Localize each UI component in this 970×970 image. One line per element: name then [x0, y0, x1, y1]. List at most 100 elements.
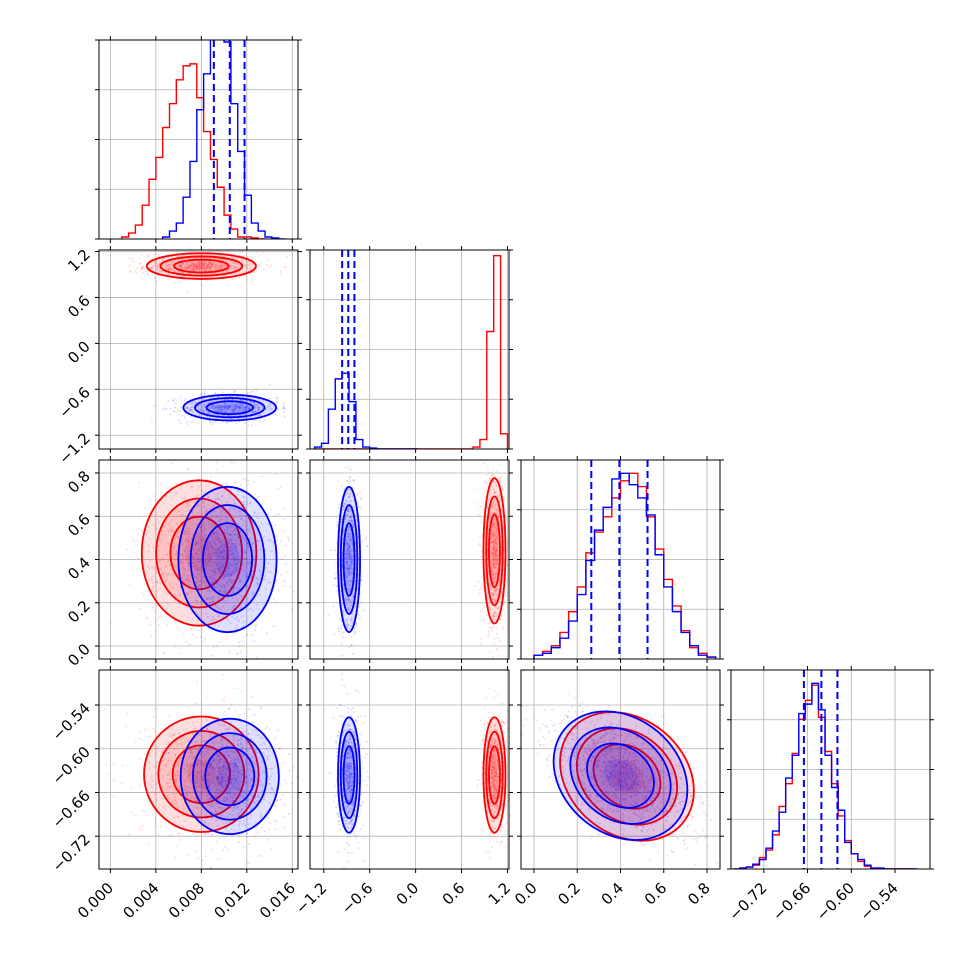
sample-point: [192, 266, 195, 268]
sample-point: [276, 539, 278, 542]
sample-point: [217, 536, 220, 539]
sample-point: [169, 263, 172, 266]
sample-point: [138, 527, 141, 530]
sample-point: [242, 405, 245, 408]
sample-point: [243, 570, 246, 573]
sample-point: [235, 549, 237, 552]
sample-point: [226, 407, 229, 410]
sample-point: [269, 403, 272, 406]
sample-point: [235, 540, 238, 543]
sample-point: [247, 424, 250, 427]
sample-point: [160, 825, 162, 827]
sample-point: [483, 480, 486, 483]
sample-point: [151, 566, 154, 569]
sample-point: [209, 835, 212, 838]
sample-point: [220, 410, 223, 413]
sample-point: [219, 566, 222, 569]
sample-point: [342, 631, 345, 634]
sample-point: [212, 645, 215, 648]
sample-point: [239, 406, 241, 409]
panel-r2-c2: [517, 456, 724, 663]
sample-point: [501, 627, 504, 630]
sample-point: [228, 268, 230, 271]
sample-point: [233, 266, 236, 268]
sample-point: [167, 268, 170, 271]
sample-point: [235, 258, 238, 261]
sample-point: [193, 262, 196, 265]
sample-point: [246, 532, 249, 535]
sample-point: [258, 406, 261, 409]
sample-point: [214, 406, 217, 409]
sample-point: [129, 270, 132, 273]
sample-point: [209, 266, 212, 269]
sample-point: [223, 591, 226, 594]
sample-point: [198, 267, 201, 270]
sample-point: [195, 541, 198, 544]
sample-point: [178, 267, 181, 270]
sample-point: [268, 402, 271, 405]
sample-point: [234, 404, 237, 407]
sample-point: [159, 611, 162, 614]
sample-point: [209, 420, 212, 423]
sample-point: [271, 541, 274, 544]
sample-point: [236, 551, 239, 554]
sample-point: [236, 652, 239, 655]
sample-point: [488, 471, 491, 474]
sample-point: [197, 267, 200, 270]
panel-r1-c1: [306, 246, 513, 453]
sample-point: [188, 536, 191, 538]
sample-point: [155, 268, 158, 271]
sample-point: [219, 254, 222, 257]
sample-point: [181, 271, 184, 274]
sample-point: [170, 261, 173, 264]
sample-point: [172, 260, 175, 263]
sample-point: [228, 405, 231, 408]
sample-point: [335, 561, 338, 564]
sample-point: [217, 492, 219, 495]
sample-point: [140, 530, 143, 533]
sample-point: [212, 539, 215, 542]
sample-point: [214, 404, 217, 407]
y-tick-label: 0.6: [64, 292, 94, 322]
sample-point: [235, 261, 238, 264]
sample-point: [204, 261, 207, 264]
sample-point: [184, 567, 187, 570]
sample-point: [216, 406, 219, 409]
sample-point: [173, 281, 176, 284]
sample-point: [204, 267, 207, 270]
sample-point: [181, 553, 184, 556]
sample-point: [199, 264, 202, 267]
sample-point: [245, 563, 248, 566]
sample-point: [194, 575, 197, 578]
sample-point: [223, 573, 226, 576]
sample-point: [184, 496, 187, 498]
sample-point: [221, 408, 224, 411]
sample-point: [207, 551, 210, 554]
sample-point: [192, 268, 195, 271]
sample-point: [266, 264, 269, 266]
sample-point: [252, 403, 255, 406]
sample-point: [236, 395, 239, 398]
sample-point: [505, 594, 508, 597]
sample-point: [280, 573, 283, 576]
sample-point: [485, 474, 488, 477]
sample-point: [197, 548, 200, 551]
sample-point: [192, 260, 195, 263]
sample-point: [180, 265, 183, 268]
sample-point: [483, 487, 486, 490]
sample-point: [225, 404, 228, 406]
sample-point: [236, 406, 239, 409]
sample-point: [233, 605, 236, 607]
sample-point: [194, 850, 197, 853]
sample-point: [151, 420, 154, 423]
sample-point: [183, 549, 186, 552]
sample-point: [233, 528, 236, 531]
sample-point: [223, 403, 226, 405]
sample-point: [270, 508, 273, 511]
sample-point: [150, 635, 153, 638]
sample-point: [168, 265, 171, 268]
sample-point: [267, 580, 270, 583]
sample-point: [236, 653, 239, 655]
sample-point: [112, 795, 115, 798]
sample-point: [231, 564, 234, 567]
